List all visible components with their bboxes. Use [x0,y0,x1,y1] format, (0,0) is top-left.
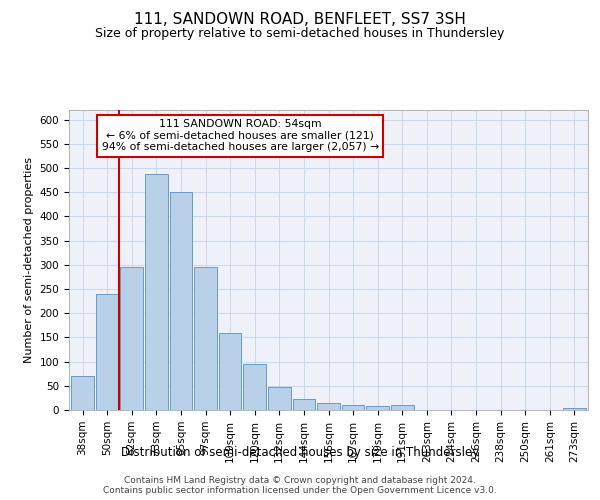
Bar [563,408,586,410]
Text: 111 SANDOWN ROAD: 54sqm
← 6% of semi-detached houses are smaller (121)
94% of se: 111 SANDOWN ROAD: 54sqm ← 6% of semi-det… [101,119,379,152]
Bar [121,268,143,410]
Bar [170,192,192,410]
Bar [268,388,290,410]
Bar [219,332,241,410]
Bar [293,400,315,410]
Bar [342,405,364,410]
Bar [71,376,94,410]
Bar [317,402,340,410]
Text: Distribution of semi-detached houses by size in Thundersley: Distribution of semi-detached houses by … [121,446,479,459]
Text: Contains HM Land Registry data © Crown copyright and database right 2024.: Contains HM Land Registry data © Crown c… [124,476,476,485]
Text: Size of property relative to semi-detached houses in Thundersley: Size of property relative to semi-detach… [95,28,505,40]
Bar [145,174,167,410]
Bar [96,294,118,410]
Bar [244,364,266,410]
Bar [194,268,217,410]
Bar [367,406,389,410]
Text: Contains public sector information licensed under the Open Government Licence v3: Contains public sector information licen… [103,486,497,495]
Bar [391,405,413,410]
Text: 111, SANDOWN ROAD, BENFLEET, SS7 3SH: 111, SANDOWN ROAD, BENFLEET, SS7 3SH [134,12,466,28]
Y-axis label: Number of semi-detached properties: Number of semi-detached properties [24,157,34,363]
